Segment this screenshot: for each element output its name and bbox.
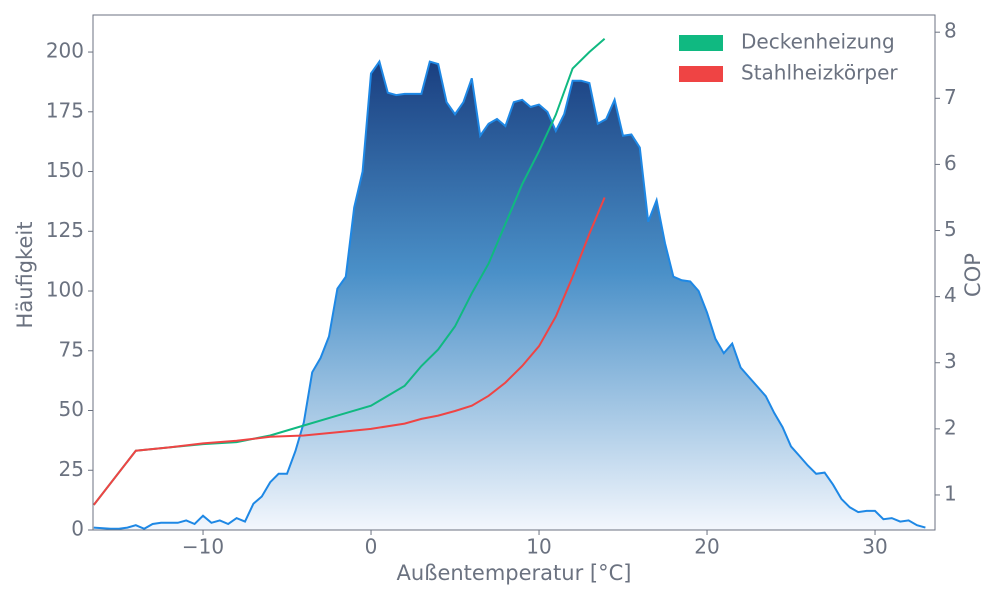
x-axis-label: Außentemperatur [°C] — [397, 561, 632, 585]
y2-tick-label: 6 — [944, 151, 957, 175]
y-tick-label: 50 — [59, 397, 84, 421]
cop-line — [93, 197, 606, 506]
area-line — [93, 59, 926, 530]
y2-tick-label: 4 — [944, 283, 957, 307]
x-tick-label: 0 — [365, 535, 378, 559]
y-tick-label: 75 — [59, 337, 84, 361]
y2-tick-label: 3 — [944, 349, 957, 373]
y-tick-label: 100 — [46, 278, 84, 302]
y2-tick-label: 2 — [944, 415, 957, 439]
legend-text: Deckenheizung — [741, 30, 895, 54]
y2-tick-label: 7 — [944, 85, 957, 109]
x-tick-label: 10 — [526, 535, 551, 559]
y-tick-label: 0 — [71, 517, 84, 541]
y2-tick-label: 8 — [944, 19, 957, 43]
legend-text: Stahlheizkörper — [741, 61, 898, 85]
y2-tick-label: 1 — [944, 481, 957, 505]
y2-axis-label: COP — [961, 253, 985, 297]
y2-tick-label: 5 — [944, 217, 957, 241]
legend-swatch — [679, 35, 723, 51]
y-tick-label: 200 — [46, 39, 84, 63]
legend-swatch — [679, 66, 723, 82]
x-tick-label: −10 — [182, 535, 224, 559]
x-tick-label: 20 — [694, 535, 719, 559]
x-tick-label: 30 — [862, 535, 887, 559]
y-tick-label: 125 — [46, 218, 84, 242]
y-tick-label: 25 — [59, 457, 84, 481]
y-tick-label: 175 — [46, 98, 84, 122]
y-tick-label: 150 — [46, 158, 84, 182]
plot-frame — [92, 14, 936, 531]
area-fill — [93, 61, 926, 530]
y-axis-label: Häufigkeit — [13, 222, 37, 329]
